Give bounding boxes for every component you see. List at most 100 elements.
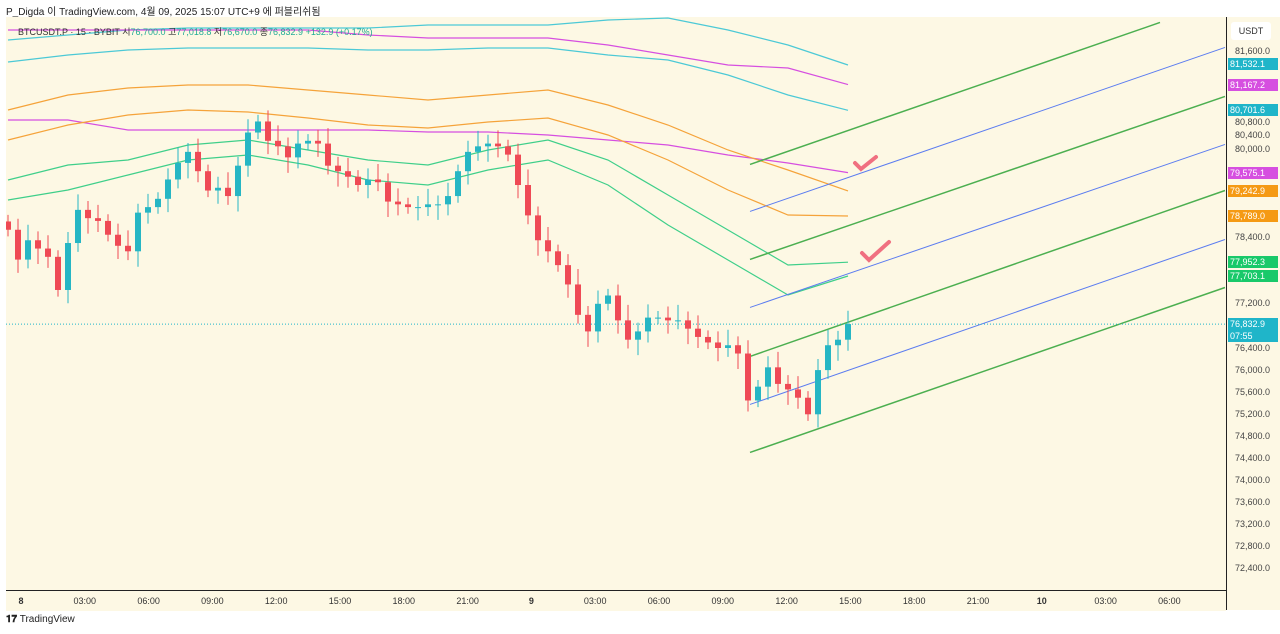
time-tick: 18:00 bbox=[392, 596, 416, 606]
low-label: 저 bbox=[213, 27, 223, 37]
badge-price: 81,167.2 bbox=[1230, 79, 1266, 90]
symbol-legend: BTCUSDT.P · 15 · BYBIT 시76,700.0 고77,018… bbox=[18, 25, 373, 38]
candle-body bbox=[275, 140, 281, 147]
candle-body bbox=[305, 140, 311, 144]
price-tick: 80,400.0 bbox=[1235, 129, 1271, 140]
candle-body bbox=[635, 331, 641, 340]
candle-body bbox=[315, 140, 321, 144]
candle-body bbox=[815, 370, 821, 415]
candle-body bbox=[645, 317, 651, 332]
price-tick: 75,200.0 bbox=[1235, 408, 1271, 419]
time-tick: 06:00 bbox=[647, 596, 671, 606]
time-tick: 9 bbox=[528, 596, 534, 606]
candle-body bbox=[805, 397, 811, 415]
candle-body bbox=[775, 367, 781, 384]
candle-body bbox=[365, 179, 371, 186]
candle-body bbox=[785, 383, 791, 390]
candle-body bbox=[495, 143, 501, 147]
candle-body bbox=[665, 317, 671, 321]
candle-body bbox=[15, 229, 21, 260]
candle-body bbox=[425, 204, 431, 208]
candle-body bbox=[655, 317, 661, 319]
candle-body bbox=[375, 179, 381, 183]
time-tick: 06:00 bbox=[137, 596, 160, 606]
candle-body bbox=[35, 240, 41, 249]
badge-price: 78,789.0 bbox=[1230, 211, 1266, 221]
badge-price: 77,703.1 bbox=[1230, 271, 1266, 281]
candle-body bbox=[845, 324, 851, 340]
price-tick: 72,400.0 bbox=[1235, 563, 1271, 574]
tradingview-logo: 𝟏𝟕 TradingView bbox=[6, 614, 75, 625]
candle-body bbox=[295, 143, 301, 158]
time-tick: 09:00 bbox=[201, 596, 224, 606]
open-label: 시 bbox=[122, 27, 131, 37]
candle-body bbox=[345, 171, 351, 177]
candle-body bbox=[525, 185, 531, 216]
candle-body bbox=[835, 339, 841, 346]
band-cyan-upper bbox=[7, 17, 849, 66]
channel-line bbox=[749, 286, 1226, 454]
candle-body bbox=[145, 207, 151, 213]
time-axis[interactable]: 8 03:00 06:00 09:00 12:00 15:00 18:00 21:00 9 03:… bbox=[6, 590, 1226, 611]
candle-body bbox=[765, 367, 771, 387]
price-tick: 80,000.0 bbox=[1235, 143, 1271, 154]
time-tick: 10 bbox=[1036, 596, 1047, 606]
candle-body bbox=[205, 171, 211, 191]
price-badge: 76,832.9 07:55 bbox=[1228, 318, 1278, 343]
candle-body bbox=[385, 182, 391, 202]
candle-body bbox=[175, 162, 181, 180]
candle-body bbox=[215, 187, 221, 191]
time-tick: 12:00 bbox=[264, 596, 288, 606]
price-tick: 74,800.0 bbox=[1235, 430, 1271, 441]
band-green-upper bbox=[7, 139, 849, 266]
checkmark-annotation-icon bbox=[853, 155, 878, 172]
price-tick: 72,800.0 bbox=[1235, 541, 1271, 552]
candle-body bbox=[95, 218, 101, 221]
channel-line bbox=[749, 95, 1226, 261]
candle-body bbox=[415, 207, 421, 209]
price-tick: 73,600.0 bbox=[1235, 497, 1271, 508]
bar-countdown: 07:55 bbox=[1230, 331, 1253, 342]
time-tick: 06:00 bbox=[1158, 596, 1181, 606]
time-tick: 21:00 bbox=[456, 596, 479, 606]
price-tick: 73,200.0 bbox=[1235, 519, 1271, 530]
candle-body bbox=[445, 196, 451, 205]
candle-body bbox=[395, 201, 401, 205]
channel-line bbox=[749, 46, 1226, 212]
candle-body bbox=[475, 146, 481, 152]
band-magenta-upper bbox=[8, 29, 849, 86]
candle-body bbox=[245, 132, 251, 166]
price-badge: 78,789.0 bbox=[1228, 210, 1278, 222]
time-tick: 15:00 bbox=[839, 596, 862, 606]
candle-body bbox=[155, 198, 161, 208]
candle-body bbox=[695, 328, 701, 337]
candle-body bbox=[285, 146, 291, 158]
candle-body bbox=[195, 151, 201, 172]
band-green-lower bbox=[7, 154, 849, 296]
chart-pane[interactable]: BTCUSDT.P · 15 · BYBIT 시76,700.0 고77,018… bbox=[6, 17, 1226, 610]
candle-body bbox=[505, 146, 511, 155]
badge-price: 80,701.6 bbox=[1230, 105, 1266, 116]
price-tick: 80,800.0 bbox=[1235, 117, 1271, 128]
price-axis[interactable]: USDT 81,532.1 81,167.2 80,701.6 79,575.1 79,… bbox=[1226, 17, 1280, 610]
price-badge: 79,575.1 bbox=[1228, 166, 1278, 179]
candle-body bbox=[705, 336, 711, 343]
candle-body bbox=[225, 187, 231, 197]
price-tick: 76,000.0 bbox=[1235, 364, 1271, 375]
price-badge: 79,242.9 bbox=[1228, 184, 1278, 197]
currency-unit-button[interactable]: USDT bbox=[1231, 22, 1271, 40]
candle-body bbox=[125, 245, 131, 252]
price-tick: 78,400.0 bbox=[1235, 231, 1271, 242]
candle-body bbox=[435, 204, 441, 206]
symbol-label[interactable]: BTCUSDT.P · 15 · BYBIT bbox=[18, 27, 120, 37]
candle-body bbox=[735, 345, 741, 354]
candle-body bbox=[515, 154, 521, 186]
channel-line bbox=[749, 21, 1161, 166]
price-tick: 74,400.0 bbox=[1235, 452, 1271, 463]
candle-body bbox=[675, 320, 681, 322]
band-orange-upper bbox=[7, 84, 849, 192]
candle-body bbox=[6, 221, 11, 230]
low-value: 76,670.0 bbox=[222, 27, 258, 37]
candle-body bbox=[465, 151, 471, 172]
channel-line bbox=[749, 239, 1226, 405]
